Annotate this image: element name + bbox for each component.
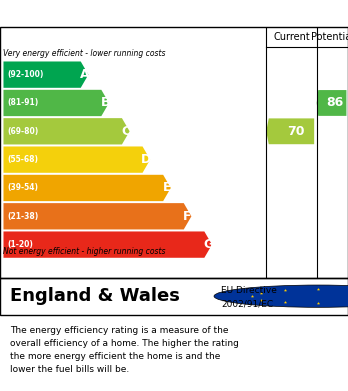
Text: (81-91): (81-91) [7,99,38,108]
Circle shape [214,285,348,307]
Text: Energy Efficiency Rating: Energy Efficiency Rating [69,6,279,21]
Text: 2002/91/EC: 2002/91/EC [221,299,273,308]
Text: E: E [163,181,171,194]
Text: Current: Current [273,32,310,41]
Text: EU Directive: EU Directive [221,286,277,295]
Text: D: D [141,153,151,166]
Text: 86: 86 [326,97,343,109]
Polygon shape [3,231,212,258]
Polygon shape [266,118,314,144]
Polygon shape [3,90,109,116]
Text: England & Wales: England & Wales [10,287,180,305]
Text: Very energy efficient - lower running costs: Very energy efficient - lower running co… [3,49,166,58]
Text: (92-100): (92-100) [7,70,44,79]
Polygon shape [3,203,191,230]
Text: Not energy efficient - higher running costs: Not energy efficient - higher running co… [3,248,166,256]
Text: (55-68): (55-68) [7,155,38,164]
Text: G: G [203,238,213,251]
Text: 70: 70 [287,125,304,138]
Polygon shape [3,175,171,201]
Polygon shape [3,61,88,88]
Text: A: A [80,68,89,81]
Polygon shape [3,147,150,173]
Text: Potential: Potential [311,32,348,41]
Polygon shape [317,90,347,116]
Text: B: B [101,97,110,109]
Text: F: F [183,210,192,223]
Polygon shape [3,118,129,144]
Text: (39-54): (39-54) [7,183,38,192]
Text: (21-38): (21-38) [7,212,38,221]
Text: (1-20): (1-20) [7,240,33,249]
Text: The energy efficiency rating is a measure of the
overall efficiency of a home. T: The energy efficiency rating is a measur… [10,326,239,374]
Text: C: C [121,125,130,138]
Text: (69-80): (69-80) [7,127,38,136]
